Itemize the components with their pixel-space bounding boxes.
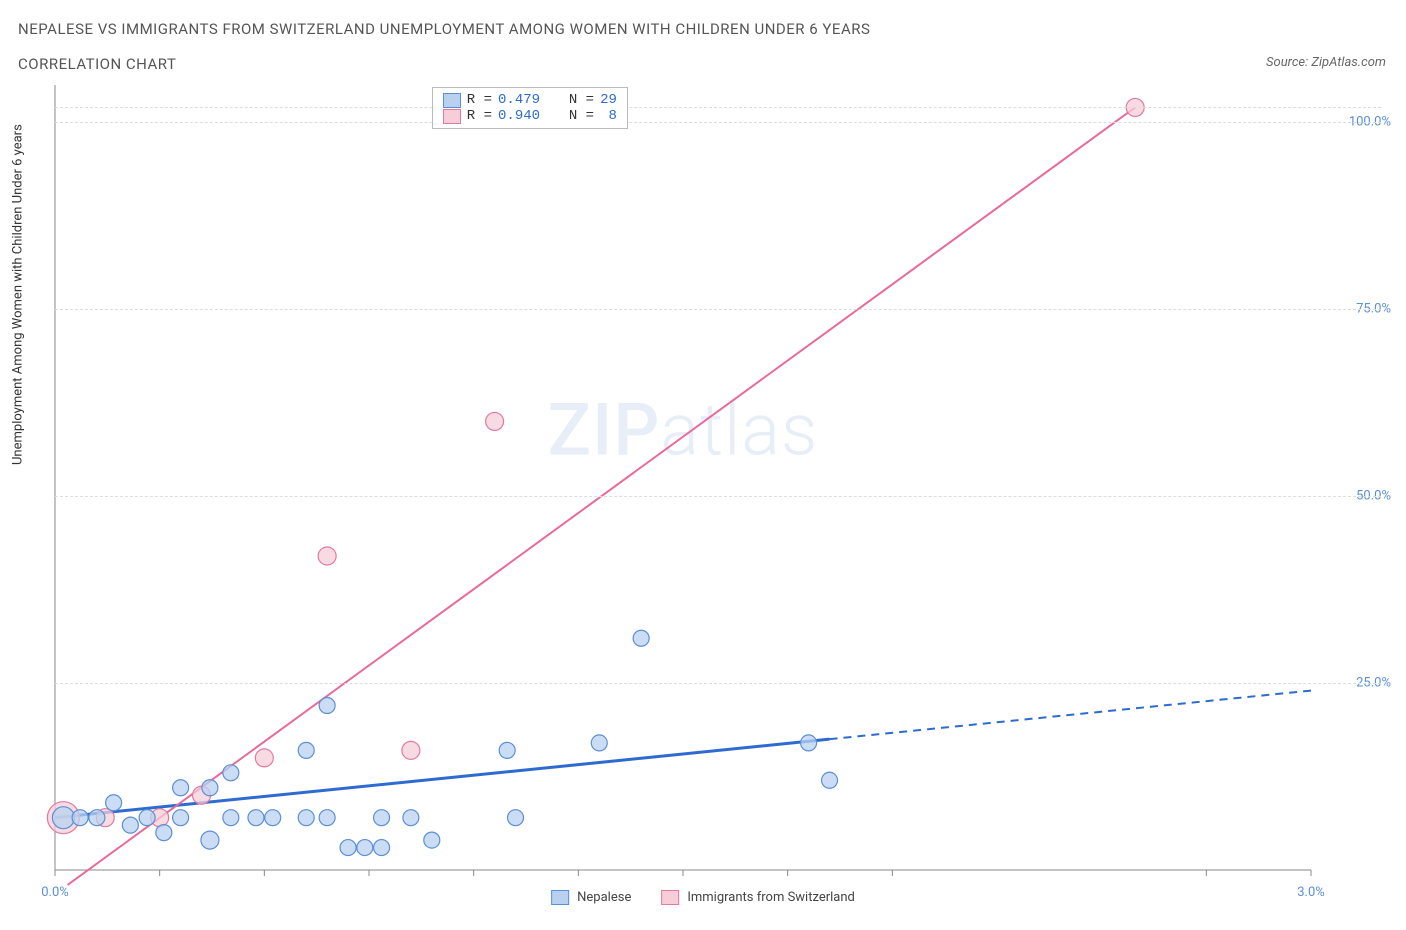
data-point	[106, 795, 122, 811]
stats-swatch-icon	[443, 109, 461, 124]
data-point	[139, 810, 155, 826]
chart-title-line2: CORRELATION CHART	[18, 55, 176, 73]
x-tick-label: 0.0%	[41, 885, 69, 900]
data-point	[402, 741, 420, 759]
plot-area: ZIPatlas 25.0%50.0%75.0%100.0% 0.0%3.0% …	[55, 85, 1311, 870]
gridline	[55, 122, 1381, 123]
stats-row: R = 0.479 N = 29	[443, 92, 617, 108]
data-point	[508, 810, 524, 826]
data-point	[340, 840, 356, 856]
data-point	[89, 810, 105, 826]
data-point	[298, 742, 314, 758]
stats-n-value: 8	[600, 108, 617, 124]
data-point	[591, 735, 607, 751]
data-point	[633, 630, 649, 646]
data-point	[424, 832, 440, 848]
legend-swatch-icon	[551, 890, 569, 905]
stats-r-value: 0.479	[498, 92, 540, 108]
trendline	[55, 739, 830, 818]
data-point	[202, 780, 218, 796]
legend-item: Immigrants from Switzerland	[661, 890, 855, 905]
stats-r-label: R =	[467, 92, 492, 108]
plot-svg	[55, 85, 1311, 870]
data-point	[173, 810, 189, 826]
chart-title-line1: NEPALESE VS IMMIGRANTS FROM SWITZERLAND …	[18, 20, 870, 38]
data-point	[223, 765, 239, 781]
legend-swatch-icon	[661, 890, 679, 905]
y-axis-label: Unemployment Among Women with Children U…	[11, 124, 26, 465]
legend: Nepalese Immigrants from Switzerland	[551, 890, 855, 905]
data-point	[499, 742, 515, 758]
stats-n-label: N =	[569, 92, 594, 108]
data-point	[265, 810, 281, 826]
data-point	[801, 735, 817, 751]
data-point	[357, 840, 373, 856]
stats-row: R = 0.940 N = 8	[443, 108, 617, 124]
data-point	[72, 810, 88, 826]
data-point	[486, 412, 504, 430]
data-point	[318, 547, 336, 565]
trendline-extrapolated	[830, 691, 1311, 740]
source-attribution: Source: ZipAtlas.com	[1266, 55, 1386, 70]
legend-label: Nepalese	[577, 890, 631, 905]
gridline	[55, 107, 1381, 108]
correlation-stats-box: R = 0.479 N = 29 R = 0.940 N = 8	[432, 87, 628, 129]
data-point	[319, 698, 335, 714]
data-point	[403, 810, 419, 826]
data-point	[255, 749, 273, 767]
data-point	[248, 810, 264, 826]
data-point	[156, 825, 172, 841]
stats-r-label: R =	[467, 108, 492, 124]
data-point	[52, 807, 74, 829]
data-point	[319, 810, 335, 826]
data-point	[122, 817, 138, 833]
gridline	[55, 683, 1381, 684]
gridline	[55, 309, 1381, 310]
stats-n-label: N =	[569, 108, 594, 124]
data-point	[223, 810, 239, 826]
stats-r-value: 0.940	[498, 108, 540, 124]
stats-n-value: 29	[600, 92, 617, 108]
data-point	[374, 840, 390, 856]
data-point	[298, 810, 314, 826]
gridline	[55, 496, 1381, 497]
x-tick-label: 3.0%	[1297, 885, 1325, 900]
data-point	[822, 772, 838, 788]
data-point	[374, 810, 390, 826]
data-point	[201, 831, 219, 849]
legend-label: Immigrants from Switzerland	[687, 890, 855, 905]
legend-item: Nepalese	[551, 890, 631, 905]
stats-swatch-icon	[443, 93, 461, 108]
chart-container: NEPALESE VS IMMIGRANTS FROM SWITZERLAND …	[0, 0, 1406, 930]
data-point	[173, 780, 189, 796]
